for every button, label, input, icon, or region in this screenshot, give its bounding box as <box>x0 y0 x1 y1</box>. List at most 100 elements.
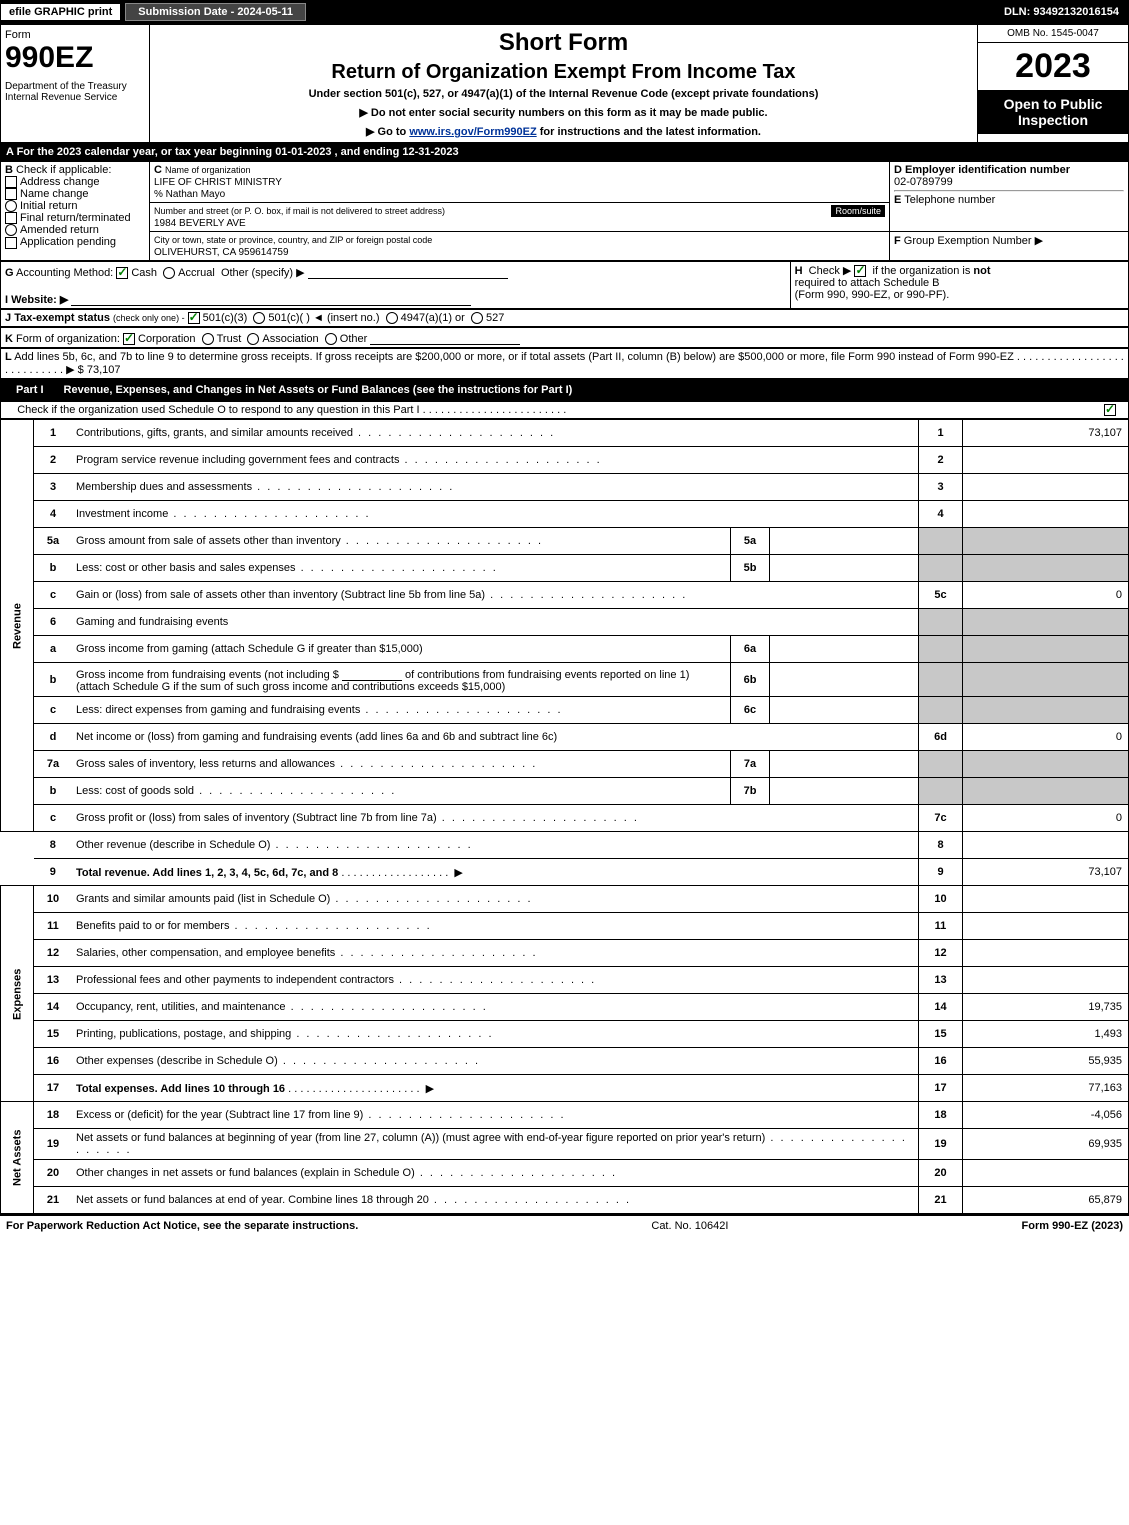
line-5b-grey2 <box>963 555 1129 582</box>
line-5b-num: b <box>34 555 73 582</box>
form-of-org: Form of organization: <box>16 333 120 345</box>
line-6a-ln: 6a <box>731 636 770 663</box>
6b-input[interactable] <box>342 666 402 681</box>
gross-receipts: 73,107 <box>87 364 121 376</box>
other-input[interactable] <box>308 264 508 279</box>
name-of-org-label: Name of organization <box>165 165 251 175</box>
line-10-ln: 10 <box>919 886 963 913</box>
line-7a-grey2 <box>963 751 1129 778</box>
part-1-title: Revenue, Expenses, and Changes in Net As… <box>64 384 573 396</box>
line-19-num: 19 <box>34 1129 73 1160</box>
line-9-ln: 9 <box>919 859 963 886</box>
line-5b-desc: Less: cost or other basis and sales expe… <box>72 555 731 582</box>
final-return-checkbox[interactable] <box>5 212 17 224</box>
ein: 02-0789799 <box>894 176 953 188</box>
line-12-ln: 12 <box>919 940 963 967</box>
street-label: Number and street (or P. O. box, if mail… <box>154 206 445 216</box>
line-16-ln: 16 <box>919 1048 963 1075</box>
part-1-sub: (see the instructions for Part I) <box>413 384 573 396</box>
line-6c-mid <box>770 697 919 724</box>
check-if: Check if applicable: <box>16 164 111 176</box>
line-7b-num: b <box>34 778 73 805</box>
irs-link[interactable]: www.irs.gov/Form990EZ <box>409 126 536 138</box>
line-3-desc: Membership dues and assessments <box>72 474 919 501</box>
line-16-amount: 55,935 <box>963 1048 1129 1075</box>
line-18-amount: -4,056 <box>963 1102 1129 1129</box>
tax-exempt: Tax-exempt status <box>14 312 110 324</box>
accrual-radio[interactable] <box>163 267 175 279</box>
h-check: Check ▶ <box>809 265 852 277</box>
line-6b-ln: 6b <box>731 663 770 697</box>
footer-left: For Paperwork Reduction Act Notice, see … <box>6 1220 358 1232</box>
website-input[interactable] <box>71 291 471 306</box>
line-6-grey2 <box>963 609 1129 636</box>
name-change-checkbox[interactable] <box>5 188 17 200</box>
501c3-checkbox[interactable] <box>188 312 200 324</box>
line-18-ln: 18 <box>919 1102 963 1129</box>
l-text: Add lines 5b, 6c, and 7b to line 9 to de… <box>14 351 1014 363</box>
line-7a-ln: 7a <box>731 751 770 778</box>
line-6c-grey1 <box>919 697 963 724</box>
line-7a-grey1 <box>919 751 963 778</box>
accrual: Accrual <box>178 267 215 279</box>
org-name: LIFE OF CHRIST MINISTRY <box>154 177 282 188</box>
amended-return-radio[interactable] <box>5 224 17 236</box>
line-19-ln: 19 <box>919 1129 963 1160</box>
trust-radio[interactable] <box>202 333 214 345</box>
line-6b-grey1 <box>919 663 963 697</box>
line-8-desc: Other revenue (describe in Schedule O) <box>72 832 919 859</box>
box-f: F Group Exemption Number ▶ <box>890 232 1129 261</box>
website-label: Website: ▶ <box>11 294 68 306</box>
box-g: G Accounting Method: Cash Accrual Other … <box>1 262 791 309</box>
line-13-ln: 13 <box>919 967 963 994</box>
line-10-amount <box>963 886 1129 913</box>
ssn-note: ▶ Do not enter social security numbers o… <box>154 106 973 119</box>
line-3-ln: 3 <box>919 474 963 501</box>
addr-change-checkbox[interactable] <box>5 176 17 188</box>
line-10-num: 10 <box>34 886 73 913</box>
goto-note: ▶ Go to www.irs.gov/Form990EZ for instru… <box>154 125 973 138</box>
corp-checkbox[interactable] <box>123 333 135 345</box>
line-10-desc: Grants and similar amounts paid (list in… <box>72 886 919 913</box>
4947-radio[interactable] <box>386 312 398 324</box>
assoc-radio[interactable] <box>247 333 259 345</box>
line-16-desc: Other expenses (describe in Schedule O) <box>72 1048 919 1075</box>
initial-return-radio[interactable] <box>5 200 17 212</box>
tax-year: 2023 <box>978 43 1128 90</box>
line-11-num: 11 <box>34 913 73 940</box>
line-21-amount: 65,879 <box>963 1187 1129 1214</box>
box-c-name: C Name of organization LIFE OF CHRIST MI… <box>150 162 890 203</box>
efile-print[interactable]: efile GRAPHIC print <box>0 3 121 21</box>
dept-treasury: Department of the Treasury Internal Reve… <box>5 81 145 103</box>
part-1-header: Part I Revenue, Expenses, and Changes in… <box>0 379 1129 401</box>
room-label: Room/suite <box>831 205 885 217</box>
line-6d-desc: Net income or (loss) from gaming and fun… <box>72 724 919 751</box>
box-l: L Add lines 5b, 6c, and 7b to line 9 to … <box>1 349 1129 379</box>
g-label: G <box>5 267 14 279</box>
line-1-ln: 1 <box>919 420 963 447</box>
app-pending-checkbox[interactable] <box>5 237 17 249</box>
line-2-ln: 2 <box>919 447 963 474</box>
schedule-o-checkbox[interactable] <box>1104 404 1116 416</box>
schedule-b-checkbox[interactable] <box>854 265 866 277</box>
initial-return: Initial return <box>20 200 77 212</box>
line-6c-desc: Less: direct expenses from gaming and fu… <box>72 697 731 724</box>
501c-radio[interactable] <box>253 312 265 324</box>
line-20-desc: Other changes in net assets or fund bala… <box>72 1160 919 1187</box>
line-5c-desc: Gain or (loss) from sale of assets other… <box>72 582 919 609</box>
line-18-desc: Excess or (deficit) for the year (Subtra… <box>72 1102 919 1129</box>
line-6b-grey2 <box>963 663 1129 697</box>
cash-checkbox[interactable] <box>116 267 128 279</box>
line-21-desc: Net assets or fund balances at end of ye… <box>72 1187 919 1214</box>
care-of: % Nathan Mayo <box>154 189 225 200</box>
line-6a-mid <box>770 636 919 663</box>
527-radio[interactable] <box>471 312 483 324</box>
other-org-input[interactable] <box>370 330 520 345</box>
form-word: Form <box>5 29 145 41</box>
line-6b-num: b <box>34 663 73 697</box>
header-right: OMB No. 1545-0047 2023 Open to Public In… <box>978 25 1129 143</box>
other-org-radio[interactable] <box>325 333 337 345</box>
line-6a-num: a <box>34 636 73 663</box>
line-6-desc: Gaming and fundraising events <box>72 609 919 636</box>
line-7b-ln: 7b <box>731 778 770 805</box>
